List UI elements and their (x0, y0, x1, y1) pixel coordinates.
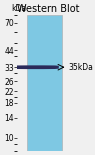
Text: kDa: kDa (11, 4, 26, 13)
Bar (27, 15, 62, 151)
Title: Western Blot: Western Blot (17, 4, 80, 14)
FancyBboxPatch shape (12, 65, 59, 69)
Text: 35kDa: 35kDa (68, 63, 93, 72)
